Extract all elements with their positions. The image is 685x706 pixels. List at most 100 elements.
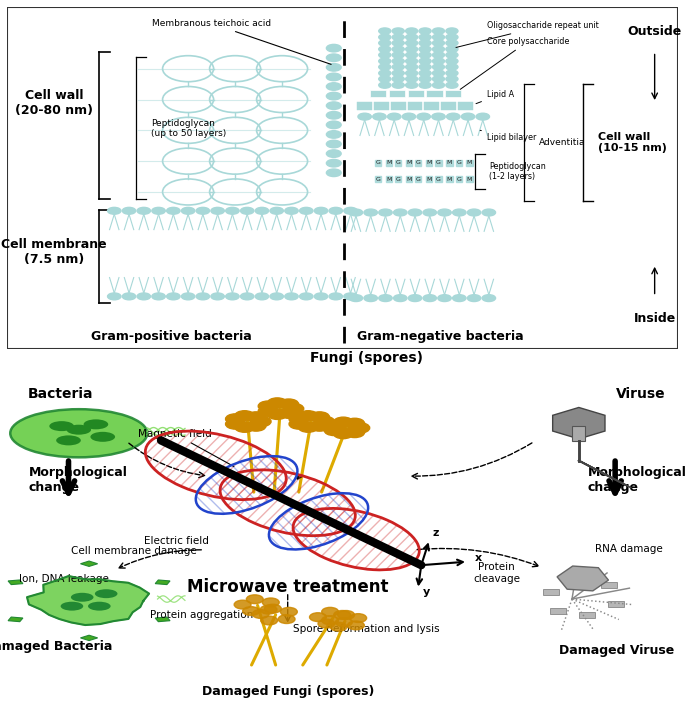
Circle shape <box>345 427 364 438</box>
Circle shape <box>432 64 445 70</box>
Circle shape <box>432 113 445 120</box>
Circle shape <box>152 293 165 300</box>
Circle shape <box>350 614 366 623</box>
Circle shape <box>438 294 451 301</box>
Circle shape <box>446 64 458 70</box>
Circle shape <box>166 293 180 300</box>
Polygon shape <box>27 576 149 625</box>
Circle shape <box>310 412 329 422</box>
Circle shape <box>379 209 393 216</box>
Circle shape <box>393 294 407 301</box>
Circle shape <box>379 64 391 70</box>
Circle shape <box>393 76 404 82</box>
Circle shape <box>108 293 121 300</box>
Circle shape <box>432 28 445 34</box>
Circle shape <box>350 423 370 433</box>
Circle shape <box>379 34 391 40</box>
Circle shape <box>123 208 136 214</box>
Circle shape <box>408 294 422 301</box>
Circle shape <box>225 208 239 214</box>
FancyBboxPatch shape <box>391 102 406 109</box>
Text: Cell wall
(10-15 nm): Cell wall (10-15 nm) <box>597 131 667 153</box>
Circle shape <box>482 209 495 216</box>
Text: M: M <box>466 160 472 165</box>
Polygon shape <box>81 561 98 566</box>
Circle shape <box>329 293 342 300</box>
Text: G: G <box>396 160 401 165</box>
Text: M: M <box>426 160 432 165</box>
Circle shape <box>406 76 418 82</box>
Circle shape <box>417 113 430 120</box>
Circle shape <box>298 422 318 432</box>
Circle shape <box>432 46 445 52</box>
Text: M: M <box>466 176 472 181</box>
Circle shape <box>393 64 404 70</box>
Circle shape <box>393 34 404 40</box>
Text: Gram-negative bacteria: Gram-negative bacteria <box>356 330 523 343</box>
Polygon shape <box>155 580 170 585</box>
Circle shape <box>432 82 445 88</box>
Text: G: G <box>436 160 441 165</box>
Circle shape <box>461 113 475 120</box>
Circle shape <box>270 293 284 300</box>
Circle shape <box>211 293 225 300</box>
Text: Peptidoglycan
(1-2 layers): Peptidoglycan (1-2 layers) <box>489 162 545 181</box>
Text: M: M <box>386 160 392 165</box>
Circle shape <box>326 140 341 148</box>
Circle shape <box>137 293 151 300</box>
Text: M: M <box>447 176 452 181</box>
Circle shape <box>447 113 460 120</box>
Circle shape <box>432 76 445 82</box>
Circle shape <box>406 52 418 58</box>
Text: Morphological
change: Morphological change <box>29 465 127 493</box>
Circle shape <box>246 421 266 431</box>
Ellipse shape <box>56 436 81 445</box>
Circle shape <box>279 399 299 409</box>
Circle shape <box>326 112 341 119</box>
Circle shape <box>225 293 239 300</box>
Circle shape <box>467 294 481 301</box>
Circle shape <box>330 623 347 631</box>
Circle shape <box>379 52 391 58</box>
Circle shape <box>240 293 254 300</box>
Circle shape <box>314 208 327 214</box>
Circle shape <box>334 611 351 619</box>
Circle shape <box>419 46 431 52</box>
Circle shape <box>406 40 418 46</box>
Circle shape <box>406 70 418 76</box>
Ellipse shape <box>71 593 93 602</box>
Circle shape <box>349 294 362 301</box>
Ellipse shape <box>10 409 147 457</box>
Circle shape <box>406 64 418 70</box>
Text: z: z <box>432 528 438 538</box>
Circle shape <box>379 28 391 34</box>
Circle shape <box>329 208 342 214</box>
Circle shape <box>326 83 341 90</box>
Circle shape <box>393 40 404 46</box>
Ellipse shape <box>49 421 74 431</box>
Circle shape <box>260 605 277 614</box>
Circle shape <box>446 52 458 58</box>
Text: Membranous teichoic acid: Membranous teichoic acid <box>152 19 331 64</box>
Circle shape <box>152 208 165 214</box>
Text: Gram-positive bacteria: Gram-positive bacteria <box>91 330 251 343</box>
Text: Electric field: Electric field <box>145 536 209 546</box>
Circle shape <box>251 417 271 426</box>
Circle shape <box>235 411 254 421</box>
Ellipse shape <box>66 425 91 435</box>
Circle shape <box>310 613 327 621</box>
Circle shape <box>318 619 335 628</box>
Circle shape <box>406 58 418 64</box>
Circle shape <box>289 414 309 424</box>
Circle shape <box>234 600 251 609</box>
Circle shape <box>379 82 391 88</box>
Text: Adventitia: Adventitia <box>538 138 585 147</box>
Circle shape <box>446 70 458 76</box>
Text: M: M <box>447 160 452 165</box>
Ellipse shape <box>88 602 111 611</box>
Text: G: G <box>375 160 380 165</box>
FancyBboxPatch shape <box>408 90 424 97</box>
Text: Protein aggregation: Protein aggregation <box>151 609 253 620</box>
Circle shape <box>298 411 318 421</box>
Circle shape <box>326 44 341 52</box>
